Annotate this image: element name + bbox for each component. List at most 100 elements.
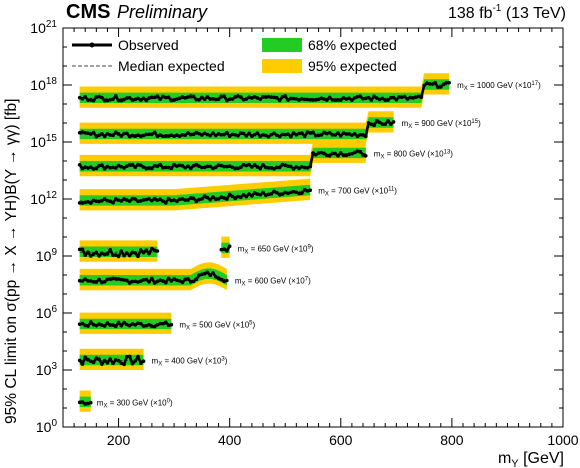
observed-point	[91, 130, 96, 135]
observed-point	[300, 131, 304, 135]
observed-point	[366, 121, 371, 125]
observed-point	[152, 324, 157, 329]
observed-point	[266, 94, 271, 99]
observed-point	[216, 132, 221, 136]
observed-point	[227, 134, 232, 139]
observed-point	[250, 134, 254, 139]
observed-point	[88, 400, 93, 405]
observed-point	[313, 152, 318, 157]
observed-point	[161, 165, 165, 170]
observed-point	[91, 167, 96, 171]
observed-point	[205, 270, 210, 275]
observed-point	[177, 96, 182, 101]
observed-point	[97, 277, 101, 282]
observed-point	[80, 201, 85, 205]
y-tick-label: 106	[36, 304, 58, 321]
observed-point	[258, 134, 263, 139]
observed-point	[150, 132, 154, 137]
observed-point	[138, 199, 143, 203]
observed-point	[122, 131, 126, 136]
observed-point	[122, 362, 126, 367]
observed-point	[144, 132, 149, 137]
observed-point	[344, 132, 349, 136]
observed-point	[94, 356, 99, 360]
observed-point	[86, 200, 90, 204]
observed-point	[244, 194, 249, 199]
observed-point	[394, 97, 399, 102]
observed-point	[186, 131, 190, 135]
observed-point	[100, 323, 104, 328]
observed-point	[194, 277, 199, 282]
observed-point	[108, 199, 113, 204]
observed-point	[225, 130, 229, 135]
observed-point	[211, 131, 215, 135]
observed-point	[263, 95, 268, 99]
observed-point	[183, 277, 188, 282]
observed-point	[158, 97, 163, 102]
observed-point	[105, 252, 110, 256]
x-tick-label: 800	[440, 432, 464, 448]
observed-point	[116, 320, 121, 325]
observed-point	[158, 321, 163, 326]
observed-point	[213, 165, 218, 170]
observed-point	[238, 131, 243, 135]
observed-point	[130, 162, 135, 167]
observed-point	[166, 276, 171, 281]
observed-point	[252, 190, 257, 195]
observed-point	[80, 166, 85, 171]
observed-point	[144, 197, 149, 202]
observed-point	[261, 190, 265, 195]
observed-point	[230, 132, 235, 137]
observed-point	[108, 133, 113, 137]
observed-point	[144, 323, 149, 328]
observed-point	[236, 194, 240, 199]
observed-point	[211, 97, 215, 101]
observed-point	[400, 95, 404, 100]
observed-point	[100, 95, 104, 100]
observed-point	[375, 96, 379, 100]
preliminary-label: Preliminary	[117, 2, 208, 22]
observed-point	[141, 96, 146, 101]
observed-point	[138, 163, 143, 168]
observed-point	[294, 165, 299, 169]
observed-point	[205, 95, 210, 99]
observed-point	[113, 253, 118, 257]
observed-point	[219, 163, 224, 168]
series-labels: mX = 300 GeV (×100) mX = 400 GeV (×103) mX…	[97, 81, 541, 409]
observed-point	[216, 197, 221, 201]
y-tick-label: 100	[36, 418, 58, 435]
observed-point	[158, 162, 163, 167]
observed-point	[219, 94, 224, 99]
observed-point	[225, 249, 229, 253]
observed-point	[127, 163, 132, 167]
observed-point	[213, 133, 218, 138]
svg-text:Observed: Observed	[118, 37, 179, 53]
observed-point	[347, 152, 351, 157]
observed-point	[108, 277, 113, 281]
observed-point	[255, 165, 260, 169]
observed-point	[269, 95, 274, 99]
series-label: mX = 800 GeV (×1013)	[374, 149, 454, 160]
observed-point	[261, 133, 265, 137]
observed-point	[222, 247, 226, 252]
observed-point	[225, 278, 229, 283]
observed-point	[211, 195, 215, 199]
observed-point	[277, 192, 282, 197]
observed-point	[319, 96, 324, 101]
observed-point	[352, 96, 357, 100]
observed-point	[86, 324, 90, 328]
observed-point	[300, 164, 304, 169]
observed-point	[391, 120, 396, 124]
observed-point	[191, 94, 196, 99]
observed-point	[177, 197, 182, 202]
observed-point	[136, 254, 140, 259]
y-tick-label: 1021	[30, 19, 57, 36]
observed-point	[127, 253, 132, 258]
observed-point	[80, 247, 85, 252]
observed-point	[86, 357, 90, 362]
observed-point	[372, 94, 376, 99]
observed-point	[202, 97, 207, 102]
observed-point	[88, 98, 93, 102]
observed-point	[247, 162, 251, 167]
observed-point	[291, 167, 296, 171]
